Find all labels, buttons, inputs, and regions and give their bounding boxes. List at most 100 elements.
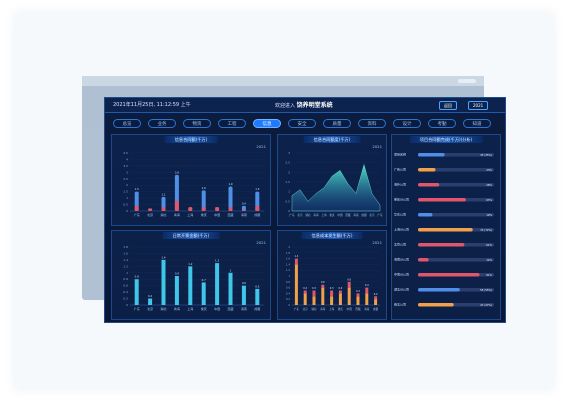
- panel-cost: 信息成本发生额(千万) 2021 0 0.2 0.4 0.6 0.8 1 1.2 1.4 1.6…: [277, 230, 387, 320]
- bar-label: 1.6: [202, 186, 206, 190]
- panel-title: 信息合同额(千万): [164, 136, 218, 143]
- bar-label: 0.6: [347, 278, 351, 281]
- y-tick-label: 4: [126, 157, 128, 161]
- chart-invoice: 0 0.2 0.4 0.6 0.8 1 1.2 1.4 1.6 1.8 0.8 广东 0.2 北京 1.4 湖…: [123, 245, 264, 311]
- panel-title: 日常开票金额(千万): [162, 232, 220, 239]
- row-label: 海外公司: [394, 182, 406, 187]
- x-tick-label: 海南: [241, 306, 247, 311]
- y-tick-label: 0.8: [286, 280, 290, 284]
- bar-label: 1.3: [215, 259, 219, 263]
- panel-invoice: 日常开票金额(千万) 2021 0 0.2 0.4 0.6 0.8 1 1.2 1.4 1.6 1…: [111, 230, 271, 320]
- bar-completed: [215, 207, 220, 211]
- bar-contract: [228, 186, 233, 211]
- row-label: 海南分公司: [394, 257, 409, 262]
- x-tick-label: 北京: [303, 307, 309, 311]
- row-label: 华东公司: [394, 212, 406, 217]
- bar-label: 1.5: [255, 187, 259, 191]
- progress-value: 35 (35%): [480, 153, 492, 157]
- row-label: 西北公司: [394, 302, 406, 307]
- tab-6[interactable]: 质量: [323, 119, 351, 128]
- tab-7[interactable]: 资料: [358, 119, 386, 128]
- panel-contract-amount: 信息合同额(千万) 2021 0 0.5 1 1.5 2 2.5 3 3.5 4 4.5 1.5 广东…: [111, 134, 271, 226]
- bar-label: 1: [230, 268, 232, 272]
- bar-label: 1.2: [188, 262, 192, 266]
- x-tick-label: 重庆: [329, 213, 335, 217]
- back-button[interactable]: 返回: [439, 101, 457, 110]
- bar-invoice: [174, 276, 179, 305]
- bar-invoice: [148, 298, 153, 305]
- progress-fill: [418, 228, 473, 232]
- bar-budget: [347, 281, 351, 288]
- tab-2[interactable]: 物资: [183, 119, 211, 128]
- panel-title: 信息合同额度(千万): [303, 136, 361, 143]
- tab-1[interactable]: 业务: [148, 119, 176, 128]
- tab-4[interactable]: 信息: [253, 119, 281, 128]
- bar-completed: [188, 207, 193, 211]
- x-tick-label: 中国: [347, 307, 353, 311]
- row-label: 重庆分公司: [394, 197, 409, 202]
- x-tick-label: 湖北: [305, 213, 311, 217]
- nav-tabs: 总览 业务 物资 工程 信息 安全 质量 资料 设计 考勤 知道: [113, 119, 499, 129]
- progress-fill: [418, 273, 480, 277]
- year-select[interactable]: 2021: [256, 240, 266, 245]
- bar-completed: [148, 208, 153, 211]
- y-tick-label: 0.2: [123, 297, 128, 301]
- bar-budget: [330, 290, 334, 297]
- y-tick-label: 1: [126, 196, 128, 200]
- bar-invoice: [241, 285, 246, 305]
- tab-9[interactable]: 考勤: [428, 119, 456, 128]
- bar-cost: [294, 264, 298, 305]
- tab-3[interactable]: 工程: [218, 119, 246, 128]
- tab-5[interactable]: 安全: [288, 119, 316, 128]
- year-button[interactable]: 2021: [468, 101, 489, 110]
- x-tick-label: 成都: [361, 213, 367, 217]
- bar-budget: [338, 290, 342, 294]
- x-tick-label: 广东: [134, 306, 140, 311]
- x-tick-label: 广东: [289, 213, 295, 217]
- bar-label: 0.9: [175, 272, 179, 276]
- bar-contract: [201, 190, 206, 211]
- tab-8[interactable]: 设计: [393, 119, 421, 128]
- year-select[interactable]: 2021: [372, 144, 382, 149]
- x-tick-label: 北京: [369, 213, 375, 217]
- background-window-controls: [458, 79, 476, 83]
- progress-fill: [418, 243, 465, 247]
- year-select[interactable]: 2021: [256, 144, 266, 149]
- y-tick-label: 0: [288, 209, 290, 213]
- chart-cost: 00.20.40.60.811.21.41.61.821.4广东0.4北京0.3…: [286, 245, 380, 311]
- bar-label: 0.3: [330, 287, 334, 290]
- progress-value: 47 (47%): [480, 303, 492, 307]
- x-tick-label: 湖北: [160, 212, 166, 217]
- bar-budget: [365, 287, 369, 294]
- y-tick-label: 4.5: [123, 151, 128, 155]
- tab-0[interactable]: 总览: [113, 119, 141, 128]
- welcome-text: 欢迎进入: [275, 103, 296, 109]
- y-tick-label: 1.5: [123, 190, 128, 194]
- x-tick-label: 中国: [214, 212, 220, 217]
- bar-cost: [365, 293, 369, 305]
- year-select[interactable]: 2021: [372, 240, 382, 245]
- x-tick-label: 中国: [337, 213, 343, 217]
- progress-track: [418, 168, 494, 172]
- x-tick-label: 西藏: [345, 213, 351, 217]
- bar-label: 0.5: [255, 284, 259, 288]
- bar-cost: [303, 293, 307, 305]
- y-tick-label: 3: [126, 170, 128, 174]
- bar-budget: [321, 284, 325, 288]
- bar-completed: [201, 207, 206, 211]
- y-tick-label: 2.5: [123, 177, 128, 181]
- x-tick-label: 成都: [373, 307, 379, 311]
- progress-fill: [418, 288, 460, 292]
- chart-progress: 项目名称 35 (35%) 广告公司 23% 海外公司 28% 重庆分公司 63% 华东公司 19…: [394, 152, 494, 307]
- x-tick-label: 西藏: [355, 307, 361, 311]
- bar-cost: [356, 296, 360, 305]
- tab-10[interactable]: 知道: [463, 119, 491, 128]
- y-tick-label: 1.2: [123, 264, 128, 268]
- datetime-label: 2021年11月25日, 11:12:59 上午: [113, 102, 191, 108]
- panel-progress: 项目合同额完成(千万)(分析) 项目名称 35 (35%) 广告公司 23% 海外公司 2…: [391, 134, 501, 320]
- bar-label: 0.2: [374, 293, 378, 296]
- progress-fill: [418, 168, 436, 172]
- row-label: 项目名称: [394, 152, 406, 157]
- bar-invoice: [228, 272, 233, 305]
